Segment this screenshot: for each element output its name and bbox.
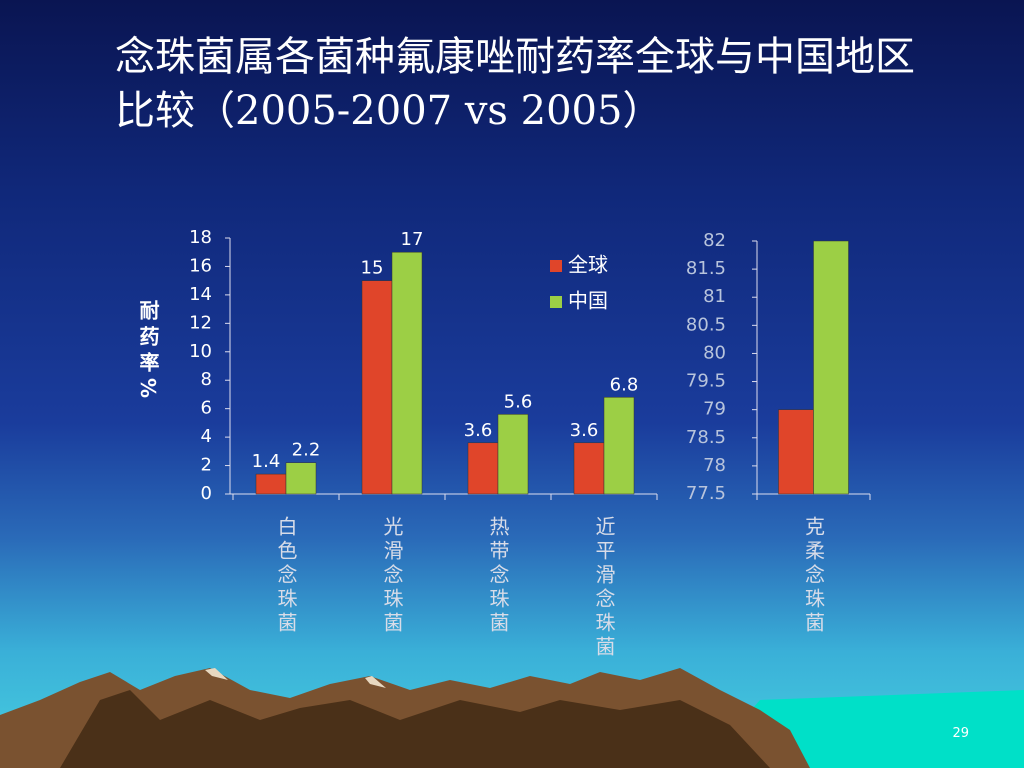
bar <box>255 473 287 495</box>
data-label: 3.6 <box>464 420 493 441</box>
y-tick-label: 6 <box>201 398 212 419</box>
y-tick-label: 78 <box>703 455 726 476</box>
legend-label: 全球 <box>568 253 608 277</box>
data-label: 15 <box>361 258 384 279</box>
y-tick-label: 77.5 <box>686 483 726 504</box>
legend-swatch <box>550 260 562 272</box>
x-tick-label: 白色念珠菌 <box>274 516 298 636</box>
y-tick-label: 12 <box>189 312 212 333</box>
y-tick-label: 0 <box>201 483 212 504</box>
y-tick-label: 82 <box>703 230 726 251</box>
data-label: 1.4 <box>252 451 281 472</box>
page-number: 29 <box>952 726 969 741</box>
y-tick-label: 2 <box>201 455 212 476</box>
data-label: 5.6 <box>504 391 533 412</box>
y-tick-label: 79.5 <box>686 371 726 392</box>
y-axis-label: 耐药率% <box>136 300 160 404</box>
legend-label: 中国 <box>568 289 608 313</box>
data-label: 3.6 <box>570 420 599 441</box>
y-tick-label: 16 <box>189 255 212 276</box>
y-tick-label: 81.5 <box>686 258 726 279</box>
mountain-snow <box>205 668 228 680</box>
legend-swatch <box>550 296 562 308</box>
bar <box>467 442 499 495</box>
data-label: 6.8 <box>610 374 639 395</box>
y-tick-label: 4 <box>201 426 212 447</box>
y-tick-label: 78.5 <box>686 427 726 448</box>
y-tick-label: 79 <box>703 399 726 420</box>
bar <box>285 462 317 495</box>
y-tick-label: 80 <box>703 342 726 363</box>
mountain-snow <box>365 676 386 688</box>
x-tick-label: 热带念珠菌 <box>486 516 510 636</box>
bar <box>391 251 423 495</box>
y-tick-label: 8 <box>201 369 212 390</box>
bar <box>361 280 393 495</box>
bar <box>573 442 605 495</box>
y-tick-label: 81 <box>703 286 726 307</box>
bar <box>497 414 529 495</box>
x-tick-label: 克柔念珠菌 <box>802 516 826 636</box>
y-tick-label: 80.5 <box>686 314 726 335</box>
mountain-shadow <box>60 690 770 768</box>
x-tick-label: 光滑念珠菌 <box>380 516 404 636</box>
data-label: 2.2 <box>292 440 321 461</box>
bar <box>603 397 635 495</box>
bar <box>778 409 814 495</box>
bar <box>813 240 849 495</box>
data-label: 17 <box>401 229 424 250</box>
slide-title: 念珠菌属各菌种氟康唑耐药率全球与中国地区比较（2005-2007 vs 2005… <box>115 34 915 134</box>
y-tick-label: 14 <box>189 284 212 305</box>
x-tick-label: 近平滑念珠菌 <box>592 516 616 660</box>
y-tick-label: 18 <box>189 227 212 248</box>
y-tick-label: 10 <box>189 341 212 362</box>
